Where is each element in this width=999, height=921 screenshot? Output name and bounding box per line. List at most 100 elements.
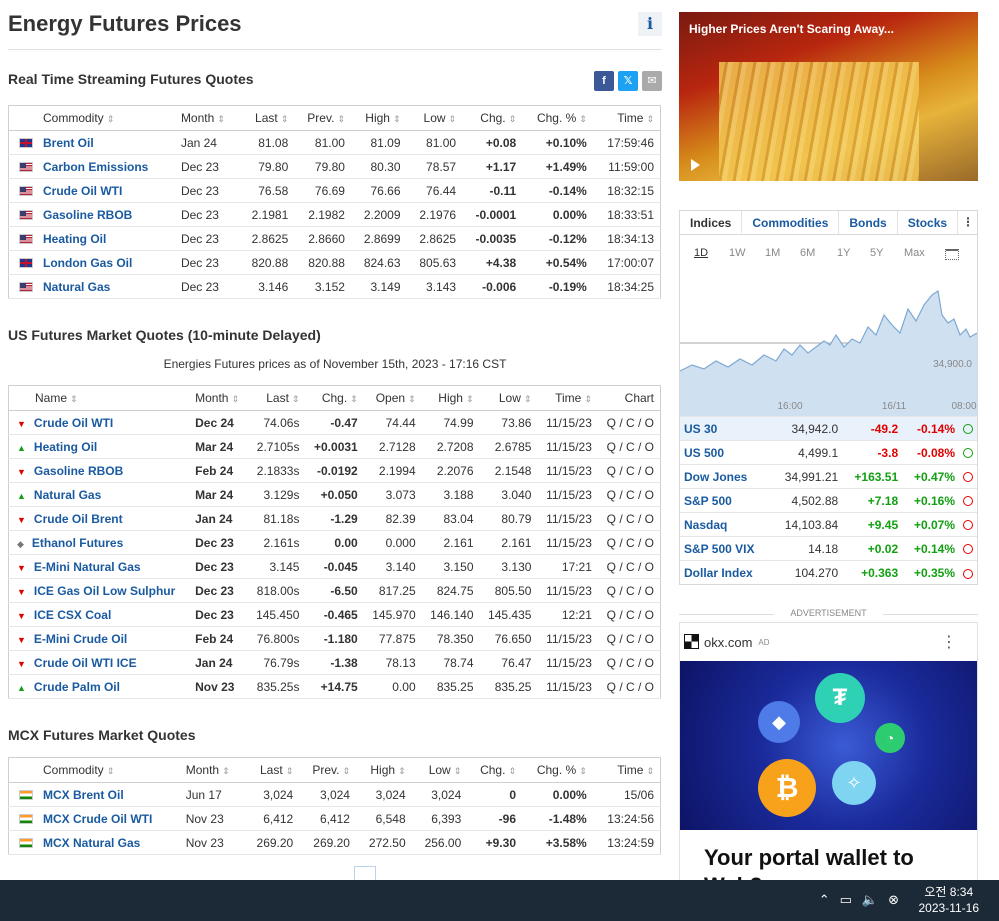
range-6m[interactable]: 6M	[800, 247, 816, 259]
sort-icon[interactable]: ⇕	[106, 114, 115, 124]
tab-commodities[interactable]: Commodities	[742, 211, 840, 234]
sort-icon[interactable]: ⇕	[70, 394, 78, 404]
tab-indices[interactable]: Indices	[680, 211, 743, 234]
column-header-7[interactable]: Chg. % ⇕	[522, 105, 593, 131]
index-row[interactable]: Dollar Index 104.270 +0.363 +0.35%	[680, 560, 977, 585]
close-circle-icon[interactable]: ⊗	[888, 892, 899, 907]
commodity-cell[interactable]: Crude Oil WTI	[8, 178, 175, 203]
index-name-link[interactable]: S&P 500	[680, 488, 771, 513]
advertisement[interactable]: okx.com AD ⋮ ₮ ◆ ◔ ₿ ✧ Your portal walle…	[679, 622, 978, 882]
table-row[interactable]: ▼ Crude Oil WTI Dec 24 74.06s -0.47 74.44 74.9…	[8, 410, 661, 435]
network-icon[interactable]: ▭	[839, 892, 852, 907]
commodity-cell[interactable]: MCX Brent Oil	[8, 782, 180, 807]
table-row[interactable]: MCX Brent Oil Jun 17 3,024 3,024 3,024 3,024 0…	[8, 782, 661, 807]
column-header-5[interactable]: Low ⇕	[411, 757, 468, 783]
email-share-icon[interactable]: ✉	[642, 71, 662, 91]
sort-icon[interactable]: ⇕	[350, 394, 358, 404]
commodity-name-link[interactable]: MCX Brent Oil	[43, 787, 124, 802]
commodity-cell[interactable]: MCX Crude Oil WTI	[8, 806, 180, 831]
sort-icon[interactable]: ⇕	[392, 114, 401, 124]
column-header-1[interactable]: Month ⇕	[179, 757, 244, 783]
info-icon[interactable]: i	[638, 12, 662, 36]
column-header-4[interactable]: Open ⇕	[363, 385, 422, 411]
sort-icon[interactable]: ⇕	[448, 114, 457, 124]
commodity-cell[interactable]: London Gas Oil	[8, 250, 175, 275]
table-row[interactable]: ◆ Ethanol Futures Dec 23 2.161s 0.00 0.000 2.1…	[8, 530, 661, 555]
sort-icon[interactable]: ⇕	[231, 394, 240, 404]
tab-bonds[interactable]: Bonds	[839, 211, 898, 234]
commodity-name-link[interactable]: MCX Crude Oil WTI	[43, 811, 153, 826]
sort-icon[interactable]: ⇕	[579, 114, 587, 124]
name-cell[interactable]: ▼ Crude Oil Brent	[8, 506, 190, 531]
range-1w[interactable]: 1W	[729, 247, 746, 259]
column-header-0[interactable]: Commodity ⇕	[8, 757, 180, 783]
table-row[interactable]: Gasoline RBOB Dec 23 2.1981 2.1982 2.2009 2.1…	[8, 202, 661, 227]
table-row[interactable]: ▼ ICE Gas Oil Low Sulphur Dec 23 818.00s -6.…	[8, 578, 661, 603]
sort-icon[interactable]: ⇕	[408, 394, 416, 404]
ad-menu-icon[interactable]: ⋮	[941, 634, 957, 651]
video-title[interactable]: Higher Prices Aren't Scaring Away...	[689, 22, 894, 36]
sort-icon[interactable]: ⇕	[646, 114, 654, 124]
chart-links[interactable]: Q / C / O	[597, 626, 661, 651]
column-header-2[interactable]: Last ⇕	[243, 757, 300, 783]
table-row[interactable]: ▼ Crude Oil Brent Jan 24 81.18s -1.29 82.39 83…	[8, 506, 661, 531]
table-row[interactable]: ▲ Crude Palm Oil Nov 23 835.25s +14.75 0.00 83…	[8, 674, 661, 699]
sort-icon[interactable]: ⇕	[217, 114, 225, 124]
index-row[interactable]: S&P 500 4,502.88 +7.18 +0.16%	[680, 488, 977, 513]
index-row[interactable]: Nasdaq 14,103.84 +9.45 +0.07%	[680, 512, 977, 537]
name-cell[interactable]: ▲ Heating Oil	[8, 434, 190, 459]
table-row[interactable]: Brent Oil Jan 24 81.08 81.00 81.09 81.00 +0.08…	[8, 130, 661, 155]
column-header-8[interactable]: Time ⇕	[592, 757, 661, 783]
pagination-hint[interactable]	[354, 866, 376, 882]
ad-headline[interactable]: Your portal wallet to Web3	[704, 845, 914, 881]
more-tabs-icon[interactable]: ⋮	[962, 215, 974, 229]
futures-name-link[interactable]: Crude Oil Brent	[33, 511, 123, 526]
play-icon[interactable]	[691, 159, 700, 171]
video-player[interactable]: Higher Prices Aren't Scaring Away...	[679, 12, 978, 181]
chart-links[interactable]: Q / C / O	[597, 674, 661, 699]
sort-icon[interactable]: ⇕	[453, 766, 462, 776]
name-cell[interactable]: ▼ Crude Oil WTI	[8, 410, 190, 435]
range-1d[interactable]: 1D	[694, 247, 709, 259]
name-cell[interactable]: ▲ Natural Gas	[8, 482, 190, 507]
name-cell[interactable]: ▲ Crude Palm Oil	[8, 674, 190, 699]
sort-icon[interactable]: ⇕	[291, 394, 300, 404]
range-1y[interactable]: 1Y	[837, 247, 851, 259]
index-row[interactable]: US 30 34,942.0 -49.2 -0.14%	[680, 416, 977, 441]
table-row[interactable]: MCX Natural Gas Nov 23 269.20 269.20 272.50 2…	[8, 830, 661, 855]
futures-name-link[interactable]: Crude Oil WTI ICE	[33, 655, 137, 670]
column-header-8[interactable]: Time ⇕	[592, 105, 661, 131]
column-header-1[interactable]: Month ⇕	[189, 385, 248, 411]
futures-name-link[interactable]: E-Mini Crude Oil	[33, 631, 128, 646]
chart-links[interactable]: Q / C / O	[597, 602, 661, 627]
commodity-cell[interactable]: Carbon Emissions	[8, 154, 175, 179]
commodity-name-link[interactable]: Brent Oil	[43, 135, 94, 150]
chart-links[interactable]: Q / C / O	[597, 554, 661, 579]
expand-chart-icon[interactable]	[945, 249, 959, 260]
sort-icon[interactable]: ⇕	[342, 766, 350, 776]
table-row[interactable]: MCX Crude Oil WTI Nov 23 6,412 6,412 6,548 6,…	[8, 806, 661, 831]
index-name-link[interactable]: Dollar Index	[680, 560, 771, 585]
column-header-6[interactable]: Low ⇕	[479, 385, 538, 411]
column-header-0[interactable]: Commodity ⇕	[8, 105, 175, 131]
table-row[interactable]: ▲ Heating Oil Mar 24 2.7105s +0.0031 2.7128 2.…	[8, 434, 661, 459]
name-cell[interactable]: ▼ Gasoline RBOB	[8, 458, 190, 483]
index-name-link[interactable]: US 30	[680, 416, 771, 441]
index-row[interactable]: US 500 4,499.1 -3.8 -0.08%	[680, 440, 977, 465]
commodity-cell[interactable]: Natural Gas	[8, 274, 175, 299]
commodity-name-link[interactable]: London Gas Oil	[43, 255, 133, 270]
chart-links[interactable]: Q / C / O	[597, 530, 661, 555]
index-name-link[interactable]: US 500	[680, 440, 771, 465]
sort-icon[interactable]: ⇕	[106, 766, 115, 776]
column-header-6[interactable]: Chg. ⇕	[467, 757, 522, 783]
column-header-3[interactable]: Prev. ⇕	[299, 757, 356, 783]
commodity-cell[interactable]: Gasoline RBOB	[8, 202, 175, 227]
sort-icon[interactable]: ⇕	[222, 766, 230, 776]
commodity-name-link[interactable]: Gasoline RBOB	[43, 207, 133, 222]
column-header-5[interactable]: High ⇕	[421, 385, 480, 411]
chart-links[interactable]: Q / C / O	[597, 434, 661, 459]
name-cell[interactable]: ▼ ICE CSX Coal	[8, 602, 190, 627]
system-clock[interactable]: 오전 8:34 2023-11-16	[919, 884, 980, 916]
sort-icon[interactable]: ⇕	[579, 766, 587, 776]
table-row[interactable]: ▼ E-Mini Natural Gas Dec 23 3.145 -0.045 3.14…	[8, 554, 661, 579]
